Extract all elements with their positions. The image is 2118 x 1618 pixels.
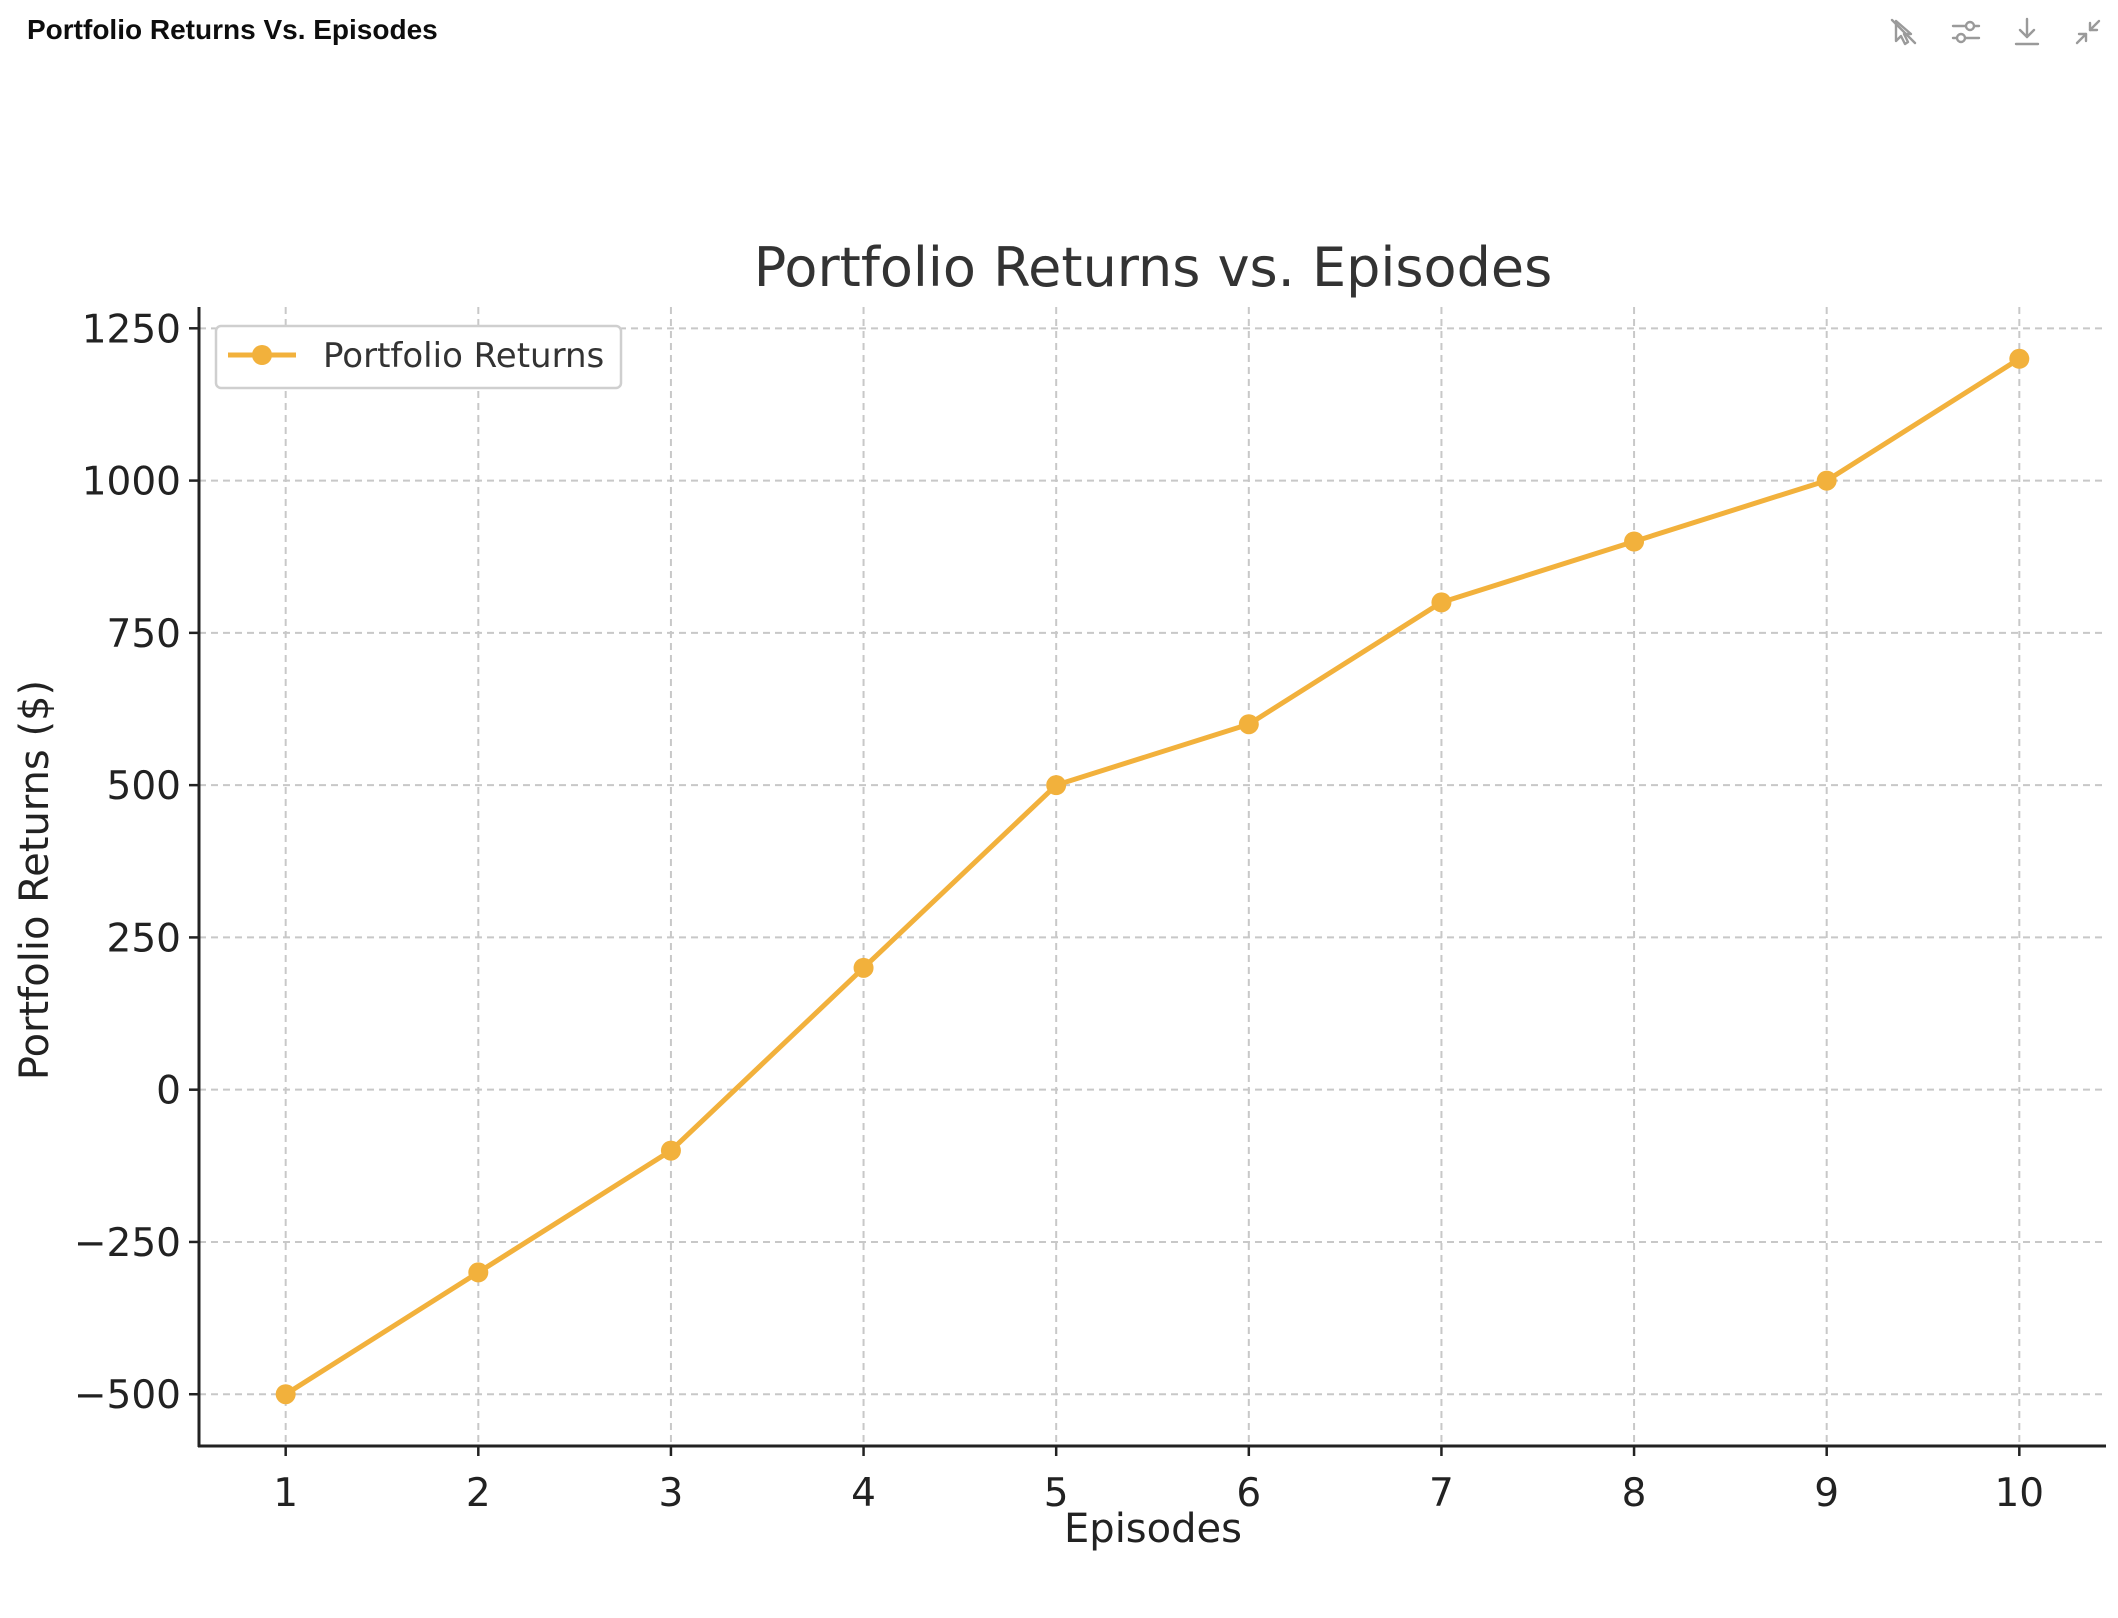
x-axis-label: Episodes <box>1064 1506 1242 1552</box>
sliders-icon <box>1951 20 1981 44</box>
axes <box>189 307 2106 1456</box>
x-tick-label: 3 <box>659 1471 684 1516</box>
y-tick-label: 0 <box>156 1069 181 1114</box>
data-point <box>1431 592 1452 613</box>
x-tick-label: 6 <box>1236 1471 1261 1516</box>
y-tick-label: −500 <box>74 1373 181 1418</box>
x-tick-label: 4 <box>851 1471 876 1516</box>
x-tick-label: 8 <box>1622 1471 1647 1516</box>
x-tick-label: 1 <box>273 1471 298 1516</box>
data-point <box>1816 470 1837 491</box>
y-tick-label: 750 <box>107 612 181 657</box>
grid <box>199 307 2106 1446</box>
y-tick-label: 250 <box>107 916 181 961</box>
chart-title: Portfolio Returns vs. Episodes <box>754 236 1552 299</box>
cursor-off-button[interactable] <box>1884 12 1924 52</box>
y-tick-label: −250 <box>74 1221 181 1266</box>
chart-toolbar <box>1878 0 2118 62</box>
data-point <box>1046 775 1067 796</box>
data-point <box>1624 531 1645 552</box>
collapse-icon <box>2075 19 2101 45</box>
data-point <box>2009 348 2030 369</box>
legend-entry-label: Portfolio Returns <box>323 336 604 376</box>
x-tick-label: 7 <box>1429 1471 1454 1516</box>
page-title: Portfolio Returns Vs. Episodes <box>27 14 438 45</box>
legend-marker <box>252 345 272 365</box>
x-tick-label: 2 <box>466 1471 491 1516</box>
y-axis-label: Portfolio Returns ($) <box>12 680 58 1080</box>
data-point <box>853 957 874 978</box>
series-line <box>283 356 2022 1397</box>
legend-box <box>214 324 623 390</box>
x-tick-label: 5 <box>1044 1471 1069 1516</box>
y-tick-label: 500 <box>107 764 181 809</box>
adjust-button[interactable] <box>1946 12 1986 52</box>
data-point <box>275 1384 296 1405</box>
data-point <box>1238 714 1259 735</box>
cursor-off-icon <box>1890 18 1917 46</box>
x-tick-label: 9 <box>1814 1471 1839 1516</box>
y-tick-label: 1250 <box>82 307 181 352</box>
legend: Portfolio Returns <box>214 324 623 390</box>
download-button[interactable] <box>2007 12 2047 52</box>
download-icon <box>2014 17 2040 46</box>
tick-labels: −500 −250 0 250 500 750 1000 1250 1 2 3 4 5 6 7 8 9 10 <box>74 307 2044 1516</box>
data-point <box>468 1262 489 1283</box>
header: Portfolio Returns Vs. Episodes <box>0 0 2118 70</box>
series <box>275 348 2030 1405</box>
data-point <box>660 1140 681 1161</box>
x-tick-label: 10 <box>1994 1471 2044 1516</box>
collapse-button[interactable] <box>2068 12 2108 52</box>
y-tick-label: 1000 <box>82 460 181 505</box>
